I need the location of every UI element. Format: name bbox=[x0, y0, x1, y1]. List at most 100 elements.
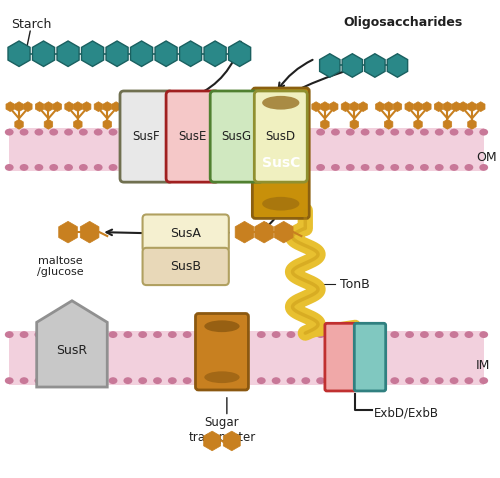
Ellipse shape bbox=[153, 377, 162, 384]
Ellipse shape bbox=[79, 331, 88, 338]
Ellipse shape bbox=[34, 129, 43, 136]
Polygon shape bbox=[414, 102, 422, 111]
Text: SusG: SusG bbox=[222, 130, 252, 143]
Polygon shape bbox=[32, 41, 54, 66]
Ellipse shape bbox=[183, 129, 192, 136]
Polygon shape bbox=[350, 102, 358, 111]
Ellipse shape bbox=[5, 377, 14, 384]
Polygon shape bbox=[228, 41, 250, 66]
Polygon shape bbox=[44, 102, 52, 111]
Ellipse shape bbox=[138, 331, 147, 338]
Polygon shape bbox=[224, 431, 240, 451]
Ellipse shape bbox=[138, 164, 147, 171]
Polygon shape bbox=[192, 120, 200, 129]
Text: SusC: SusC bbox=[262, 156, 300, 170]
Ellipse shape bbox=[94, 129, 102, 136]
Ellipse shape bbox=[390, 129, 399, 136]
Polygon shape bbox=[162, 120, 170, 129]
Ellipse shape bbox=[5, 331, 14, 338]
Polygon shape bbox=[124, 102, 132, 111]
Ellipse shape bbox=[242, 129, 251, 136]
Ellipse shape bbox=[50, 164, 58, 171]
Ellipse shape bbox=[480, 129, 488, 136]
Ellipse shape bbox=[360, 164, 370, 171]
Polygon shape bbox=[342, 54, 362, 77]
Ellipse shape bbox=[316, 129, 325, 136]
Ellipse shape bbox=[405, 331, 414, 338]
Ellipse shape bbox=[50, 331, 58, 338]
Bar bbox=[9, 331, 484, 385]
Polygon shape bbox=[103, 102, 112, 111]
Polygon shape bbox=[74, 120, 82, 129]
Polygon shape bbox=[350, 120, 358, 129]
Ellipse shape bbox=[153, 164, 162, 171]
Ellipse shape bbox=[435, 377, 444, 384]
Polygon shape bbox=[132, 102, 141, 111]
Ellipse shape bbox=[64, 331, 73, 338]
Ellipse shape bbox=[34, 164, 43, 171]
Polygon shape bbox=[388, 54, 407, 77]
Text: Sugar
transporter: Sugar transporter bbox=[188, 416, 256, 445]
Polygon shape bbox=[103, 120, 112, 129]
FancyBboxPatch shape bbox=[120, 91, 173, 182]
Polygon shape bbox=[82, 102, 91, 111]
Text: SusR: SusR bbox=[56, 344, 88, 357]
Ellipse shape bbox=[435, 129, 444, 136]
Ellipse shape bbox=[64, 377, 73, 384]
Ellipse shape bbox=[376, 164, 384, 171]
Ellipse shape bbox=[198, 129, 206, 136]
Polygon shape bbox=[359, 102, 368, 111]
Polygon shape bbox=[170, 102, 179, 111]
Ellipse shape bbox=[168, 164, 176, 171]
Polygon shape bbox=[274, 221, 293, 243]
Ellipse shape bbox=[286, 377, 296, 384]
Ellipse shape bbox=[153, 129, 162, 136]
Ellipse shape bbox=[420, 331, 429, 338]
Ellipse shape bbox=[34, 331, 43, 338]
Ellipse shape bbox=[420, 129, 429, 136]
Polygon shape bbox=[384, 102, 393, 111]
Ellipse shape bbox=[20, 377, 28, 384]
Text: SusF: SusF bbox=[132, 130, 160, 143]
Polygon shape bbox=[320, 54, 340, 77]
Ellipse shape bbox=[390, 164, 399, 171]
Ellipse shape bbox=[5, 129, 14, 136]
Polygon shape bbox=[36, 102, 44, 111]
Ellipse shape bbox=[450, 377, 458, 384]
Polygon shape bbox=[200, 102, 208, 111]
Polygon shape bbox=[405, 102, 413, 111]
Ellipse shape bbox=[227, 164, 236, 171]
Ellipse shape bbox=[390, 377, 399, 384]
FancyBboxPatch shape bbox=[196, 314, 248, 390]
Ellipse shape bbox=[124, 129, 132, 136]
Ellipse shape bbox=[272, 377, 280, 384]
Ellipse shape bbox=[153, 331, 162, 338]
Polygon shape bbox=[6, 102, 14, 111]
Polygon shape bbox=[364, 54, 385, 77]
Polygon shape bbox=[155, 41, 177, 66]
Ellipse shape bbox=[450, 164, 458, 171]
Ellipse shape bbox=[420, 164, 429, 171]
Ellipse shape bbox=[64, 129, 73, 136]
Polygon shape bbox=[320, 102, 329, 111]
Ellipse shape bbox=[94, 164, 102, 171]
Ellipse shape bbox=[480, 331, 488, 338]
Ellipse shape bbox=[20, 164, 28, 171]
Polygon shape bbox=[255, 221, 274, 243]
Polygon shape bbox=[58, 221, 78, 243]
Ellipse shape bbox=[183, 377, 192, 384]
Polygon shape bbox=[312, 102, 320, 111]
Ellipse shape bbox=[20, 331, 28, 338]
Ellipse shape bbox=[138, 377, 147, 384]
FancyBboxPatch shape bbox=[252, 88, 309, 218]
Polygon shape bbox=[106, 41, 128, 66]
Ellipse shape bbox=[262, 96, 300, 109]
Polygon shape bbox=[112, 102, 120, 111]
Ellipse shape bbox=[212, 164, 221, 171]
Text: SusB: SusB bbox=[170, 260, 201, 273]
Ellipse shape bbox=[331, 164, 340, 171]
Text: SusA: SusA bbox=[170, 227, 201, 239]
Text: SusE: SusE bbox=[178, 130, 206, 143]
Ellipse shape bbox=[183, 164, 192, 171]
Ellipse shape bbox=[480, 164, 488, 171]
